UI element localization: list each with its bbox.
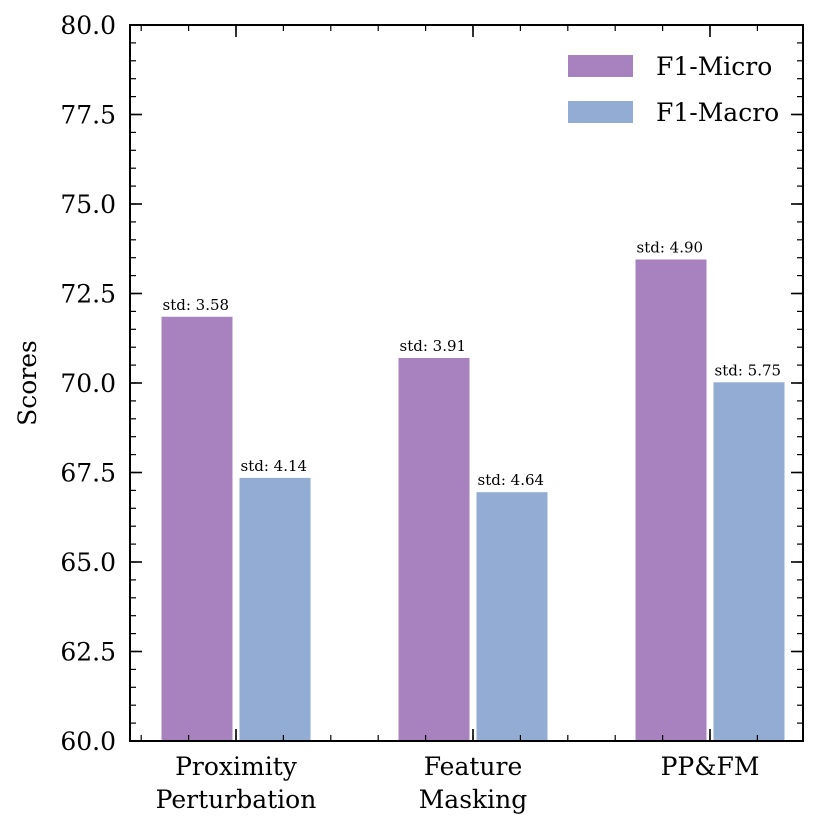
axis-layer: 60.0 62.5 65.0 67.5 70.0 72.5 75.0 77.5 80.0 Prox…: [13, 11, 804, 814]
ytick-label-7: 77.5: [60, 101, 116, 130]
std-label-f1-macro-2: std: 5.75: [715, 361, 782, 379]
bar-f1-macro-0: [239, 477, 311, 741]
xtick-label-0-0: Proximity: [175, 752, 298, 781]
ytick-label-6: 75.0: [60, 190, 116, 219]
legend-swatch-f1-macro: [568, 101, 633, 123]
legend-label-f1-macro: F1-Macro: [656, 98, 779, 127]
labels-layer: std: 3.58 std: 3.91 std: 4.90 std: 4.14 std:…: [163, 238, 782, 489]
ytick-label-2: 65.0: [60, 548, 116, 577]
std-label-f1-micro-2: std: 4.90: [637, 238, 704, 256]
ytick-label-5: 72.5: [60, 280, 116, 309]
xtick-label-1-0: Feature: [424, 752, 523, 781]
ytick-label-0: 60.0: [60, 727, 116, 756]
legend-label-f1-micro: F1-Micro: [656, 52, 772, 81]
xtick-label-2-0: PP&FM: [661, 752, 760, 781]
std-label-f1-micro-0: std: 3.58: [163, 296, 230, 314]
ytick-label-8: 80.0: [60, 11, 116, 40]
y-axis-title: Scores: [13, 340, 42, 426]
ytick-label-1: 62.5: [60, 638, 116, 667]
bar-f1-micro-0: [161, 316, 233, 741]
legend-layer: F1-Micro F1-Macro: [568, 52, 779, 127]
ytick-label-4: 70.0: [60, 369, 116, 398]
std-label-f1-macro-1: std: 4.64: [478, 471, 545, 489]
bar-f1-macro-1: [476, 492, 548, 741]
std-label-f1-macro-0: std: 4.14: [241, 457, 308, 475]
ytick-label-3: 67.5: [60, 459, 116, 488]
xtick-label-1-1: Masking: [419, 785, 528, 814]
bar-f1-micro-1: [398, 357, 470, 741]
legend-swatch-f1-micro: [568, 55, 633, 77]
bar-f1-macro-2: [713, 382, 785, 741]
bars-layer: [161, 259, 785, 741]
bar-f1-micro-2: [635, 259, 707, 741]
xtick-label-0-1: Perturbation: [156, 785, 317, 814]
std-label-f1-micro-1: std: 3.91: [400, 337, 467, 355]
